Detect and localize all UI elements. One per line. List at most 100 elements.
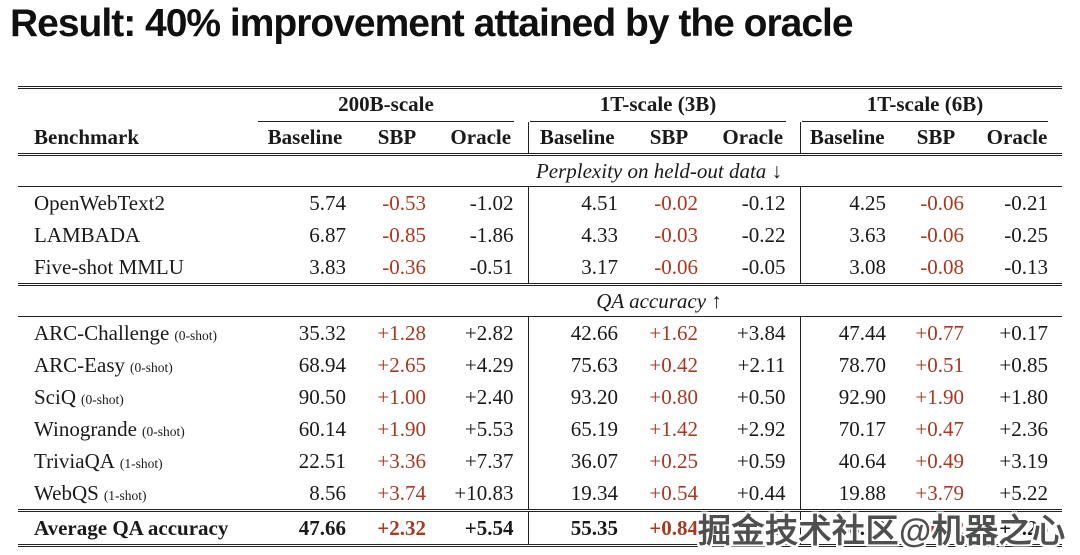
cell: -0.21 [1004,190,1048,215]
cell: +4.29 [464,352,514,377]
cell: 47.66 [298,515,346,540]
cell: +2.36 [999,416,1048,441]
cell: -0.51 [440,251,528,286]
benchmark-name: ARC-Challenge [34,320,170,345]
cell: 40.64 [799,445,900,477]
cell: -1.86 [469,222,514,247]
cell: +2.11 [737,352,786,377]
benchmark-cell: LAMBADA [18,219,256,251]
table-body: Perplexity on held-out data ↓ OpenWebText… [18,154,1062,546]
benchmark-name: Five-shot MMLU [34,254,184,279]
average-row: Average QA accuracy 47.66 +2.32 +5.54 55.35 +… [18,510,1062,546]
cell: 6.87 [309,222,346,247]
cell: +0.84 [649,515,698,540]
column-header-baseline: Baseline [799,122,900,156]
cell: +2.65 [377,352,426,377]
cell: +1.62 [649,320,698,345]
cell: 60.14 [298,416,346,441]
table-row: TriviaQA (1-shot) 22.51 +3.36 +7.37 36.07 +0.2… [18,445,1062,477]
cell: 19.88 [799,477,900,512]
cell: +2.92 [736,416,786,441]
cell: +2.82 [464,320,514,345]
benchmark-name: Winogrande [34,416,137,441]
cell: 93.20 [527,381,632,413]
cell: 22.51 [298,448,346,473]
results-table-container: 200B-scale 1T-scale (3B) 1T-scale (6B) B… [18,86,1062,547]
column-header-sbp: SBP [360,122,440,156]
cell: 78.70 [799,349,900,381]
table-row: ARC-Challenge (0-shot) 35.32 +1.28 +2.82 42.6… [18,316,1062,350]
cell: +1.32 [915,515,964,540]
cell: -0.85 [382,222,426,247]
cell: +3.84 [736,320,786,345]
cell: 3.17 [527,251,632,286]
group-header-cell: 1T-scale (6B) [800,88,1062,122]
benchmark-cell: OpenWebText2 [18,187,256,220]
cell: -0.13 [978,251,1062,286]
cell: 19.34 [527,477,632,512]
page-title: Result: 40% improvement attained by the … [10,2,854,45]
cell: +1.28 [377,320,426,345]
group-label-1t-3b: 1T-scale (3B) [530,89,786,122]
benchmark-cell: ARC-Easy (0-shot) [18,349,256,381]
shot-label: (1-shot) [119,455,163,471]
cell: +1.80 [999,384,1048,409]
cell: +1.00 [377,384,426,409]
group-header-row: 200B-scale 1T-scale (3B) 1T-scale (6B) [18,88,1062,123]
cell: +2.40 [464,384,514,409]
average-row-label: Average QA accuracy [34,515,229,540]
spacer-cell [18,284,256,317]
cell: +0.59 [736,448,786,473]
column-header-baseline: Baseline [527,122,632,156]
benchmark-name: TriviaQA [34,448,115,473]
cell: +0.49 [915,448,964,473]
benchmark-column-header: Benchmark [18,122,256,156]
section-label: QA accuracy ↑ [256,284,1062,317]
table-row: Five-shot MMLU 3.83 -0.36 -0.51 3.17 -0.06 -0.… [18,251,1062,286]
cell: -0.06 [920,190,964,215]
cell: +0.42 [649,352,698,377]
section-label: Perplexity on held-out data ↓ [256,154,1062,187]
cell: +0.17 [999,320,1048,345]
shot-label: (1-shot) [103,487,147,503]
cell: 75.63 [527,349,632,381]
cell: +0.47 [915,416,964,441]
column-header-oracle: Oracle [440,122,528,156]
cell: -0.36 [360,251,440,286]
cell: +3.79 [900,477,978,512]
cell: +1.90 [377,416,426,441]
cell: +5.22 [978,477,1062,512]
spacer-cell [18,154,256,187]
benchmark-name: WebQS [34,480,99,505]
column-header-sbp: SBP [900,122,978,156]
cell: 3.63 [799,219,900,251]
cell: 58.29 [799,510,900,546]
cell: 3.08 [799,251,900,286]
cell: 68.94 [298,352,346,377]
column-header-oracle: Oracle [978,122,1062,156]
cell: +7.37 [464,448,514,473]
benchmark-cell: WebQS (1-shot) [18,477,256,512]
benchmark-cell: ARC-Challenge (0-shot) [18,317,256,350]
cell: +1.42 [649,416,698,441]
cell: +0.51 [915,352,964,377]
cell: 36.07 [527,445,632,477]
column-header-baseline: Baseline [256,122,360,156]
cell: -0.12 [741,190,786,215]
spacer-cell [18,88,256,123]
group-header-cell: 1T-scale (3B) [528,88,800,122]
group-label-1t-6b: 1T-scale (6B) [802,89,1048,122]
shot-label: (0-shot) [81,391,124,407]
cell: 5.74 [309,190,346,215]
cell: +0.50 [736,384,786,409]
cell: 55.35 [527,510,632,546]
cell: 92.90 [799,381,900,413]
table-row: OpenWebText2 5.74 -0.53 -1.02 4.51 -0.02 -0.12… [18,186,1062,220]
column-header-row: Benchmark Baseline SBP Oracle Baseline S… [18,122,1062,156]
cell: -0.08 [900,251,978,286]
cell: 8.56 [256,477,360,512]
group-header-cell: 200B-scale [256,88,528,122]
table-row: LAMBADA 6.87 -0.85 -1.86 4.33 -0.03 -0.22 3.63-… [18,219,1062,251]
cell: 35.32 [298,320,346,345]
cell: +5.54 [464,515,514,540]
